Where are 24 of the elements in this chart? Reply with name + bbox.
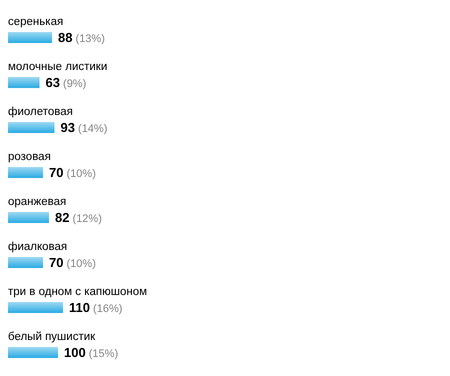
data-label: 63 (9%) bbox=[46, 75, 86, 90]
data-label: 88 (13%) bbox=[58, 30, 105, 45]
bar bbox=[8, 302, 63, 313]
data-label: 70 (10%) bbox=[49, 165, 96, 180]
data-label: 82 (12%) bbox=[55, 210, 102, 225]
y-tick-label: три в одном с капюшоном bbox=[8, 286, 148, 298]
bar bbox=[8, 257, 43, 268]
bar bbox=[8, 167, 43, 178]
y-tick-label: розовая bbox=[8, 151, 51, 163]
y-tick-label: молочные листики bbox=[8, 61, 108, 73]
y-tick-label: фиолетовая bbox=[8, 106, 73, 118]
bar bbox=[8, 122, 54, 133]
bar bbox=[8, 212, 49, 223]
data-label: 110 (16%) bbox=[69, 300, 122, 315]
y-tick-label: фиалковая bbox=[8, 241, 68, 253]
bar bbox=[8, 32, 52, 43]
data-label: 100 (15%) bbox=[64, 345, 118, 360]
data-label: 70 (10%) bbox=[49, 255, 96, 270]
y-tick-label: серенькая bbox=[8, 16, 64, 28]
bar bbox=[8, 347, 58, 358]
y-tick-label: оранжевая bbox=[8, 196, 66, 208]
data-label: 93 (14%) bbox=[60, 120, 108, 135]
y-tick-label: белый пушистик bbox=[8, 331, 96, 343]
bar bbox=[8, 77, 40, 88]
